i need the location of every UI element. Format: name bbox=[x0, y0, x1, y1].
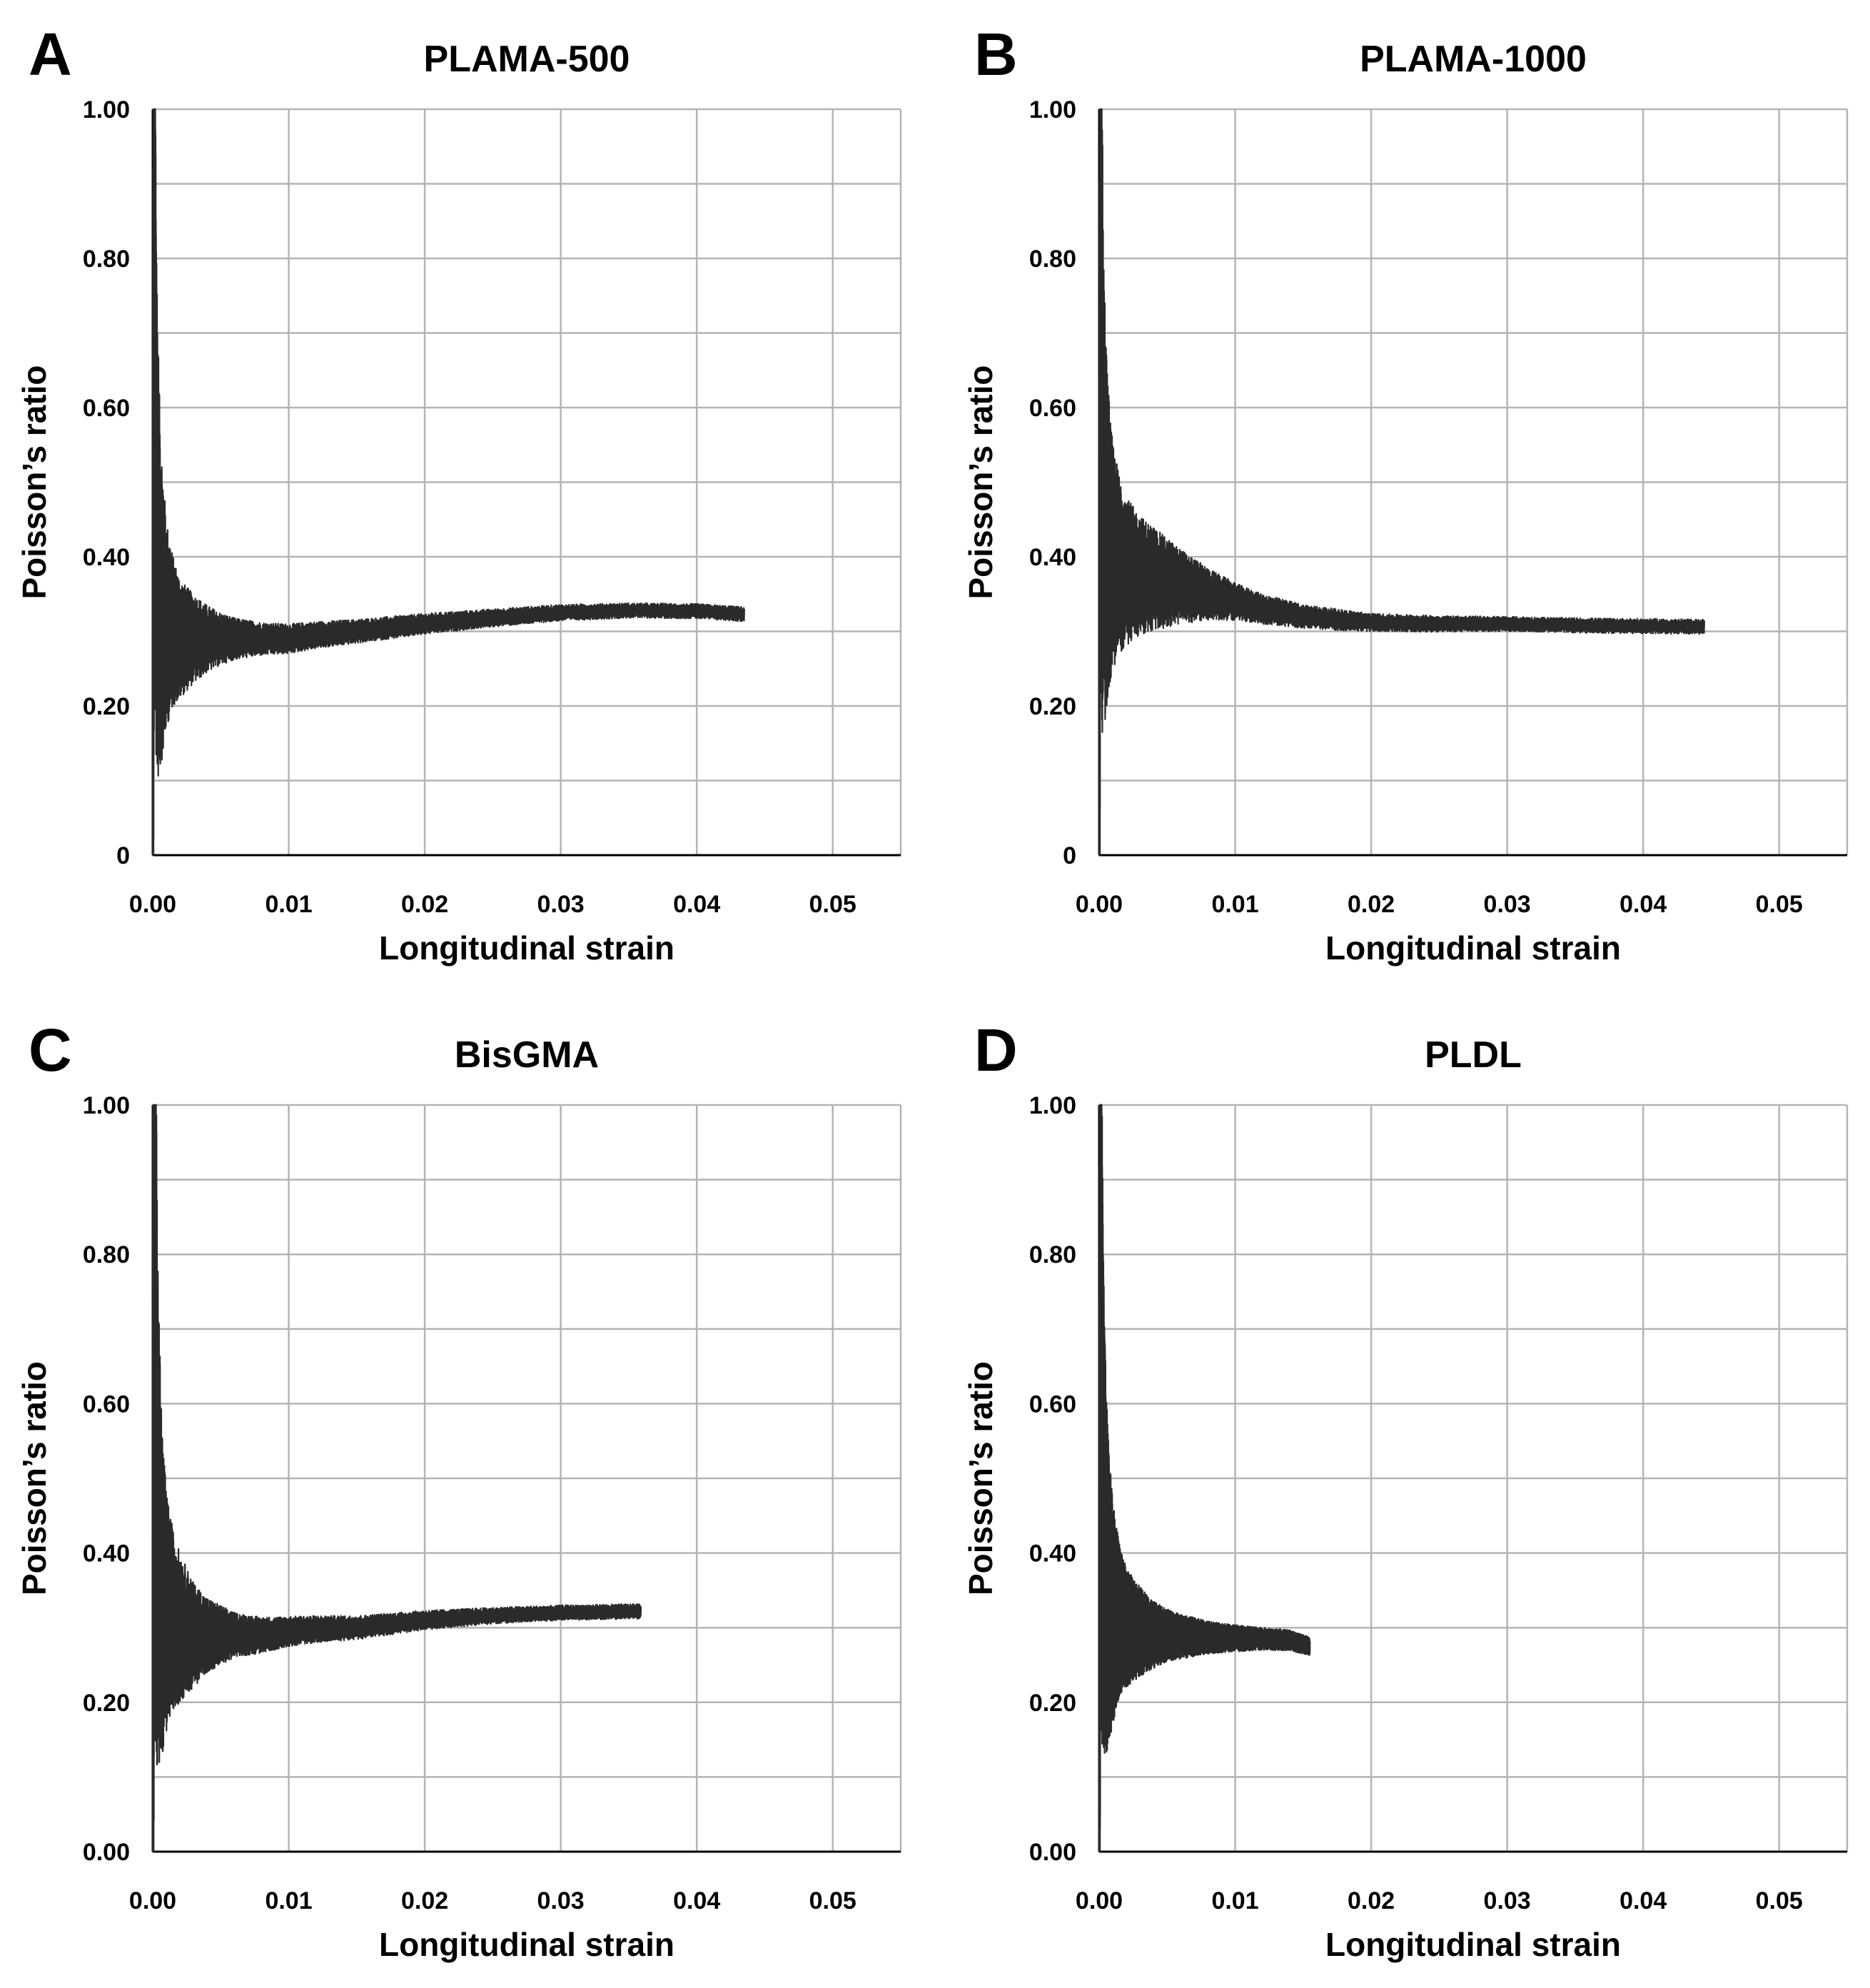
y-tick-label: 0 bbox=[116, 842, 130, 869]
y-tick-label: 0.40 bbox=[1029, 1540, 1076, 1568]
x-axis-label: Longitudinal strain bbox=[379, 1926, 674, 1963]
y-tick-label: 0.20 bbox=[1029, 693, 1076, 720]
series-line-d bbox=[1098, 1104, 1311, 1853]
x-tick-label: 0.00 bbox=[1076, 891, 1123, 918]
chart-panel-d: D PLDL 0.00 0.20 0.40 0.60 0.80 1.00 0.00 0.01 0.0… bbox=[962, 1016, 1849, 1963]
y-tick-label: 0.60 bbox=[83, 395, 130, 422]
x-tick-label: 0.03 bbox=[1484, 891, 1531, 918]
chart-title: BisGMA bbox=[455, 1034, 599, 1076]
y-tick-label: 1.00 bbox=[1029, 96, 1076, 123]
x-tick-label: 0.01 bbox=[265, 891, 312, 918]
chart-title: PLDL bbox=[1425, 1034, 1522, 1076]
x-tick-label: 0.05 bbox=[1756, 891, 1803, 918]
panel-letter: D bbox=[974, 1016, 1018, 1084]
x-axis-label: Longitudinal strain bbox=[1325, 1926, 1621, 1963]
y-tick-label: 0.00 bbox=[83, 1839, 130, 1866]
x-tick-label: 0.03 bbox=[537, 1887, 585, 1914]
y-tick-label: 1.00 bbox=[1029, 1092, 1076, 1119]
x-tick-label: 0.00 bbox=[1076, 1887, 1123, 1914]
y-axis-label: Poisson’s ratio bbox=[16, 365, 53, 599]
x-tick-label: 0.01 bbox=[1211, 891, 1258, 918]
chart-panel-a: A PLAMA-500 0 0.20 0.40 0.60 0.80 1.00 0.00 0.01 0… bbox=[16, 21, 902, 967]
series-line-b bbox=[1098, 108, 1706, 857]
x-tick-label: 0.02 bbox=[401, 891, 448, 918]
series-line-c bbox=[151, 1104, 642, 1853]
panel-letter: C bbox=[29, 1016, 72, 1084]
y-tick-label: 0.60 bbox=[83, 1391, 130, 1418]
y-tick-label: 0 bbox=[1063, 842, 1076, 869]
y-axis-label: Poisson’s ratio bbox=[16, 1361, 53, 1595]
x-tick-label: 0.01 bbox=[265, 1887, 312, 1914]
chart-title: PLAMA-500 bbox=[424, 39, 630, 80]
x-tick-label: 0.03 bbox=[537, 891, 585, 918]
x-tick-label: 0.04 bbox=[673, 891, 720, 918]
chart-title: PLAMA-1000 bbox=[1360, 39, 1587, 80]
y-tick-label: 1.00 bbox=[83, 1092, 130, 1119]
y-tick-label: 0.20 bbox=[83, 693, 130, 720]
panel-letter: A bbox=[29, 21, 72, 88]
y-tick-label: 0.80 bbox=[83, 246, 130, 273]
y-axis-label: Poisson’s ratio bbox=[962, 1361, 999, 1595]
y-tick-label: 0.40 bbox=[83, 544, 130, 571]
y-tick-label: 0.40 bbox=[1029, 544, 1076, 571]
series-line-a bbox=[151, 108, 745, 857]
x-tick-label: 0.05 bbox=[1756, 1887, 1803, 1914]
x-tick-label: 0.00 bbox=[129, 891, 176, 918]
x-tick-label: 0.04 bbox=[673, 1887, 720, 1914]
y-tick-label: 0.40 bbox=[83, 1540, 130, 1568]
y-tick-label: 0.20 bbox=[83, 1690, 130, 1717]
panel-letter: B bbox=[974, 21, 1018, 88]
x-axis-label: Longitudinal strain bbox=[1325, 929, 1621, 967]
y-tick-label: 0.80 bbox=[83, 1241, 130, 1268]
chart-panel-c: C BisGMA 0.00 0.20 0.40 0.60 0.80 1.00 0.00 0.01 0… bbox=[16, 1016, 902, 1963]
x-tick-label: 0.01 bbox=[1211, 1887, 1258, 1914]
x-tick-label: 0.05 bbox=[809, 891, 856, 918]
x-tick-label: 0.04 bbox=[1619, 1887, 1667, 1914]
y-tick-label: 0.00 bbox=[1029, 1839, 1076, 1866]
x-axis-label: Longitudinal strain bbox=[379, 929, 674, 967]
y-tick-label: 0.20 bbox=[1029, 1690, 1076, 1717]
x-tick-label: 0.00 bbox=[129, 1887, 176, 1914]
y-tick-label: 0.60 bbox=[1029, 395, 1076, 422]
y-tick-label: 0.60 bbox=[1029, 1391, 1076, 1418]
x-tick-label: 0.03 bbox=[1484, 1887, 1531, 1914]
x-tick-label: 0.05 bbox=[809, 1887, 856, 1914]
x-tick-label: 0.02 bbox=[1348, 891, 1395, 918]
x-tick-label: 0.02 bbox=[401, 1887, 448, 1914]
x-tick-label: 0.02 bbox=[1348, 1887, 1395, 1914]
y-axis-label: Poisson’s ratio bbox=[962, 365, 999, 599]
chart-panel-b: B PLAMA-1000 0 0.20 0.40 0.60 0.80 1.00 0.00 0.01… bbox=[962, 21, 1849, 967]
y-tick-label: 0.80 bbox=[1029, 1241, 1076, 1268]
y-tick-label: 0.80 bbox=[1029, 246, 1076, 273]
x-tick-label: 0.04 bbox=[1619, 891, 1667, 918]
y-tick-label: 1.00 bbox=[83, 96, 130, 123]
